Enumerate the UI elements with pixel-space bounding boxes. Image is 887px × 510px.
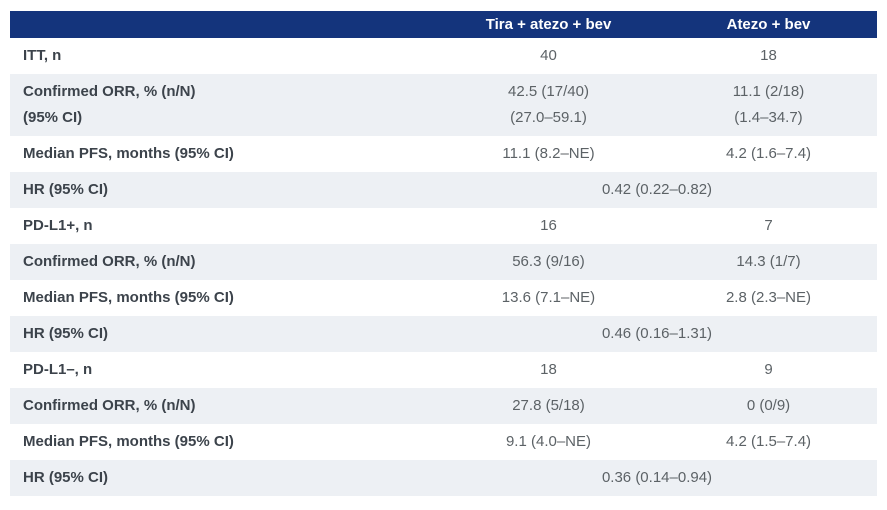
- row-label: PD-L1–, n: [23, 361, 93, 378]
- row-label: Confirmed ORR, % (n/N): [10, 244, 437, 280]
- row-label: ITT, n: [23, 47, 62, 64]
- hr-span-cell: 0.42 (0.22–0.82): [437, 172, 877, 208]
- table-row-median-pfs-itt: Median PFS, months (95% CI) 11.1 (8.2–NE…: [10, 136, 877, 172]
- value-cell-tira: 56.3 (9/16): [437, 244, 660, 280]
- value-cell-tira: 11.1 (8.2–NE): [502, 145, 595, 162]
- value-cell-tira: 42.5 (17/40) (27.0–59.1): [437, 74, 660, 136]
- table-row-median-pfs-pdl1-neg: Median PFS, months (95% CI) 9.1 (4.0–NE)…: [10, 424, 877, 460]
- value-cell-atezo: 9: [764, 361, 773, 378]
- column-header-tira-atezo-bev: Tira + atezo + bev: [437, 11, 660, 38]
- table-row-pdl1-pos-n: PD-L1+, n 16 7: [10, 208, 877, 244]
- results-table-container: Tira + atezo + bev Atezo + bev ITT, n 40…: [10, 11, 877, 496]
- value-cell-atezo: 18: [760, 47, 777, 64]
- value-cell-atezo: 11.1 (2/18) (1.4–34.7): [660, 74, 877, 136]
- value-line2: (27.0–59.1): [510, 109, 587, 126]
- table-body: ITT, n 40 18 Confirmed ORR, % (n/N) (95%…: [10, 38, 877, 496]
- value-cell-tira: 40: [540, 47, 557, 64]
- table-row-pdl1-neg-n: PD-L1–, n 18 9: [10, 352, 877, 388]
- value-cell-tira: 16: [540, 217, 557, 234]
- row-label: Median PFS, months (95% CI): [23, 289, 234, 306]
- table-row-itt-n: ITT, n 40 18: [10, 38, 877, 74]
- row-label: HR (95% CI): [10, 460, 437, 496]
- row-label: Confirmed ORR, % (n/N) (95% CI): [10, 74, 437, 136]
- row-label: Median PFS, months (95% CI): [23, 145, 234, 162]
- row-label-line1: Confirmed ORR, % (n/N): [23, 83, 196, 100]
- value-cell-atezo: 4.2 (1.5–7.4): [725, 433, 812, 450]
- row-label-line2: (95% CI): [23, 109, 83, 126]
- value-cell-atezo: 14.3 (1/7): [660, 244, 877, 280]
- row-label: Confirmed ORR, % (n/N): [10, 388, 437, 424]
- table-row-hr-pdl1-neg: HR (95% CI) 0.36 (0.14–0.94): [10, 460, 877, 496]
- clinical-results-table: Tira + atezo + bev Atezo + bev ITT, n 40…: [10, 11, 877, 496]
- table-row-hr-itt: HR (95% CI) 0.42 (0.22–0.82): [10, 172, 877, 208]
- row-label: PD-L1+, n: [23, 217, 93, 234]
- header-row: Tira + atezo + bev Atezo + bev: [10, 11, 877, 38]
- value-cell-tira: 13.6 (7.1–NE): [501, 289, 596, 306]
- table-row-confirmed-orr-pdl1-pos: Confirmed ORR, % (n/N) 56.3 (9/16) 14.3 …: [10, 244, 877, 280]
- table-row-confirmed-orr-pdl1-neg: Confirmed ORR, % (n/N) 27.8 (5/18) 0 (0/…: [10, 388, 877, 424]
- value-cell-atezo: 0 (0/9): [660, 388, 877, 424]
- value-cell-atezo: 7: [764, 217, 773, 234]
- value-line1: 42.5 (17/40): [508, 83, 589, 100]
- value-cell-atezo: 4.2 (1.6–7.4): [725, 145, 812, 162]
- table-row-hr-pdl1-pos: HR (95% CI) 0.46 (0.16–1.31): [10, 316, 877, 352]
- value-cell-tira: 18: [540, 361, 557, 378]
- table-row-confirmed-orr-itt: Confirmed ORR, % (n/N) (95% CI) 42.5 (17…: [10, 74, 877, 136]
- value-line2: (1.4–34.7): [734, 109, 803, 126]
- column-header-empty: [10, 11, 437, 38]
- table-row-median-pfs-pdl1-pos: Median PFS, months (95% CI) 13.6 (7.1–NE…: [10, 280, 877, 316]
- value-cell-tira: 9.1 (4.0–NE): [505, 433, 592, 450]
- row-label: HR (95% CI): [10, 316, 437, 352]
- value-line1: 11.1 (2/18): [732, 83, 805, 100]
- hr-span-cell: 0.46 (0.16–1.31): [437, 316, 877, 352]
- value-cell-tira: 27.8 (5/18): [437, 388, 660, 424]
- value-cell-atezo: 2.8 (2.3–NE): [725, 289, 812, 306]
- row-label: HR (95% CI): [10, 172, 437, 208]
- column-header-atezo-bev: Atezo + bev: [660, 11, 877, 38]
- hr-span-cell: 0.36 (0.14–0.94): [437, 460, 877, 496]
- row-label: Median PFS, months (95% CI): [23, 433, 234, 450]
- table-header: Tira + atezo + bev Atezo + bev: [10, 11, 877, 38]
